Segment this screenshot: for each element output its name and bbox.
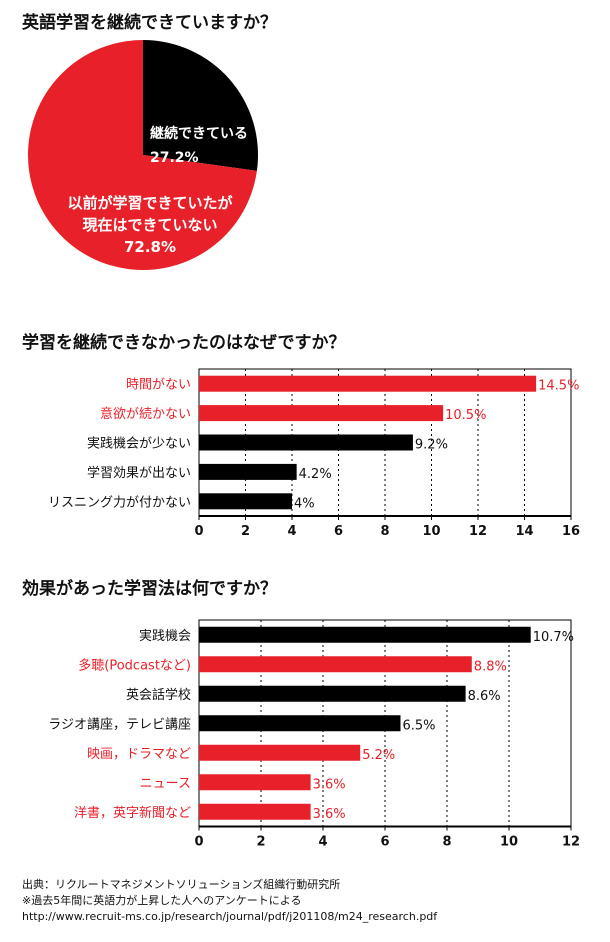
pie-value-stopped: 72.8% [124,238,176,256]
footer-url[interactable]: http://www.recruit-ms.co.jp/research/jou… [22,910,438,923]
tick-label-2: 4 [287,524,296,539]
category-label-4: 映画，ドラマなど [87,747,191,762]
bar-1 [199,405,444,422]
value-label-0: 14.5% [538,379,579,394]
value-label-1: 8.8% [474,659,507,674]
bar-chart-reasons: 時間がない 14.5% 意欲が続かない 10.5% 実践機会が少ない 9.2% 学習効果が出… [48,368,580,539]
category-label-1: 意欲が続かない [100,406,191,422]
tick-label-6: 12 [469,524,487,539]
bar-5 [199,774,311,791]
bar-2 [199,685,466,702]
category-label-3: 学習効果が出ない [87,465,191,481]
tick-label-0: 0 [194,835,203,850]
tick-label-1: 2 [256,835,265,850]
tick-label-6: 12 [562,835,580,850]
bar-2 [199,434,413,451]
value-label-0: 10.7% [533,630,574,645]
bar-3 [199,715,401,732]
category-label-2: 英会話学校 [126,687,191,703]
bar-0 [199,375,537,392]
bar-1 [199,656,472,673]
category-label-4: リスニング力が付かない [48,495,191,510]
category-label-1: 多聴(Podcastなど) [78,657,191,673]
bar-chart-methods: 実践機会 10.7% 多聴(Podcastなど) 8.8% 英会話学校 8.6% ラジオ講座… [48,619,580,850]
value-label-6: 3.6% [313,807,346,822]
tick-label-5: 10 [500,835,518,850]
value-label-1: 10.5% [445,408,486,423]
value-label-3: 6.5% [403,718,436,733]
tick-label-0: 0 [194,524,203,539]
value-label-2: 8.6% [468,689,501,704]
value-label-2: 9.2% [415,438,448,453]
tick-label-2: 4 [318,835,327,850]
tick-label-7: 14 [515,524,533,539]
tick-label-3: 6 [334,524,343,539]
value-label-5: 3.6% [313,777,346,792]
tick-label-3: 6 [380,835,389,850]
category-label-3: ラジオ講座，テレビ講座 [48,716,191,732]
category-label-5: ニュース [140,776,191,791]
value-label-4: 5.2% [362,748,395,763]
bar-4 [199,493,292,510]
tick-label-1: 2 [241,524,250,539]
tick-label-4: 8 [442,835,451,850]
bar1-title: 学習を継続できなかったのはなぜですか？ [22,333,346,353]
category-label-0: 実践機会 [139,628,191,644]
pie-value-continuing: 27.2% [150,150,199,166]
pie-label-stopped-line-1: 現在はできていない [82,216,217,234]
pie-label-stopped-line-0: 以前が学習できていたが [67,194,233,212]
bar2-title: 効果があった学習法は何ですか？ [22,579,277,599]
value-label-3: 4.2% [299,467,332,482]
bar-6 [199,803,311,820]
tick-label-4: 8 [380,524,389,539]
tick-label-5: 10 [422,524,440,539]
pie-title: 英語学習を継続できていますか？ [22,13,277,33]
category-label-0: 時間がない [126,378,191,393]
category-label-2: 実践機会が少ない [87,436,191,452]
footer-note: ※過去5年間に英語力が上昇した人へのアンケートによる [22,894,302,907]
pie-slice-0 [143,40,258,171]
bar-0 [199,626,531,643]
footer-source: 出典：リクルートマネジメントソリューションズ組織行動研究所 [22,878,341,891]
pie-slice-1 [28,40,257,271]
value-label-4: 4% [294,496,315,511]
category-label-6: 洋書，英字新聞など [74,805,191,821]
bar-4 [199,744,361,761]
pie-label-continuing: 継続できている [150,125,248,142]
bar-3 [199,463,297,480]
tick-label-8: 16 [562,524,580,539]
